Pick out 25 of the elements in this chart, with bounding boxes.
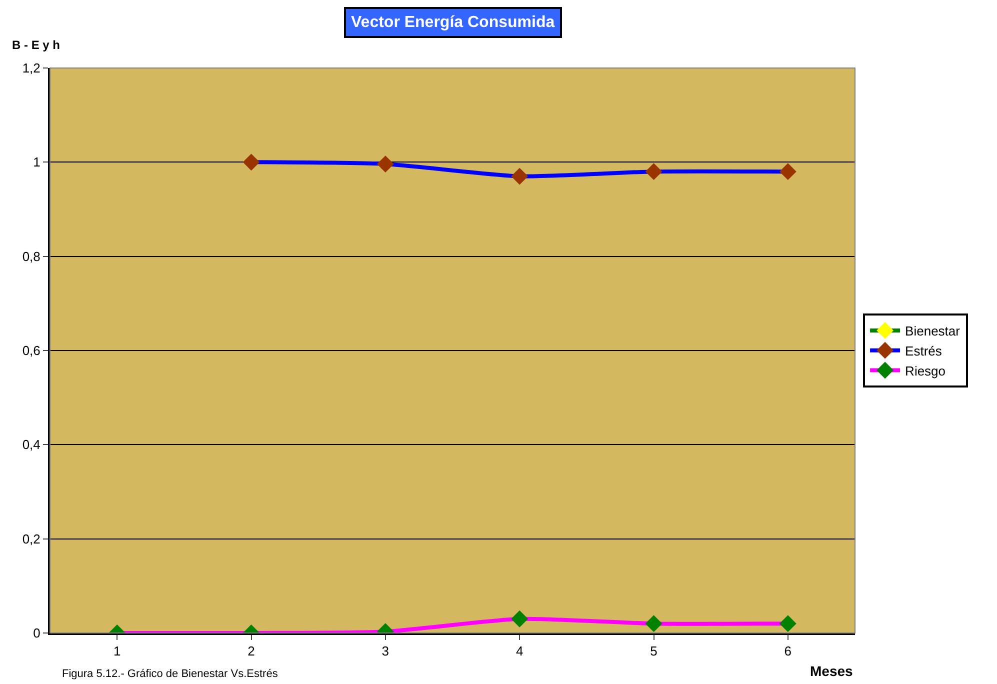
y-tick-label: 0,8 [22, 248, 40, 264]
y-tick-label: 0,2 [22, 531, 40, 546]
point [242, 154, 260, 171]
y-tick-label: 0,6 [22, 343, 40, 358]
x-tick-label: 3 [382, 644, 390, 659]
x-tick-label: 2 [248, 644, 255, 659]
legend-label: Bienestar [905, 324, 961, 339]
x-tick-label: 6 [784, 644, 792, 659]
x-tick-label: 4 [516, 644, 524, 659]
x-tick-label: 5 [650, 644, 658, 659]
y-tick-label: 0 [33, 626, 40, 641]
legend-label: Estrés [905, 343, 942, 358]
point [645, 163, 662, 180]
chart-title: Vector Energía Consumida [351, 14, 555, 31]
x-tick-label: 1 [113, 644, 121, 659]
y-tick-label: 1 [33, 154, 40, 170]
y-axis-title: B - E y h [12, 38, 60, 52]
point [376, 156, 394, 172]
text: Figura 5.12.- Gráfico de Bienestar Vs.Estrés [62, 668, 278, 680]
x-axis-title: Meses [810, 663, 854, 679]
y-tick-label: 1,2 [22, 60, 40, 76]
y-tick-label: 0,4 [22, 437, 40, 452]
legend-label: Riesgo [905, 363, 946, 378]
point [779, 163, 796, 180]
point [511, 168, 528, 185]
